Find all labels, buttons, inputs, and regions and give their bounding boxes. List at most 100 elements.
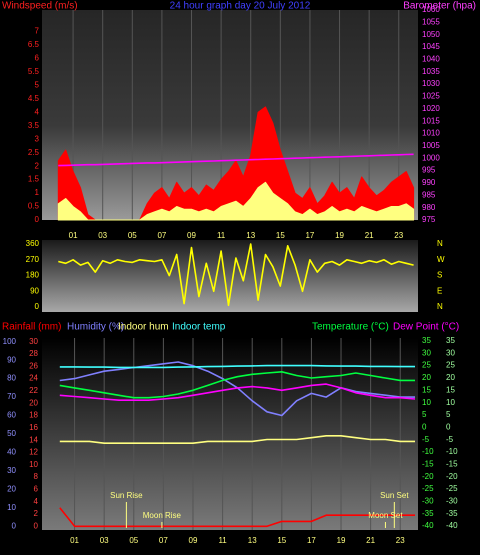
y2-tick-label: -35 — [422, 509, 434, 518]
y2-tick-label: 1040 — [422, 55, 440, 64]
y2-tick-label: -40 — [422, 521, 434, 530]
y-tick-label: 40 — [7, 448, 16, 457]
x-tick-label: 19 — [337, 536, 346, 545]
y4-tick-label: -5 — [446, 435, 454, 444]
y3-tick-label: 24 — [29, 374, 38, 383]
y2-tick-label: E — [437, 286, 442, 295]
y2-tick-label: N — [437, 302, 443, 311]
x-tick-label: 21 — [366, 536, 375, 545]
y4-tick-label: -30 — [446, 496, 458, 505]
y-axis-title: Windspeed (m/s) — [2, 1, 78, 12]
y2-tick-label: 1025 — [422, 92, 440, 101]
annotation: Moon Set — [368, 511, 403, 520]
y2-tick-label: 990 — [422, 178, 436, 187]
x-tick-label: 13 — [248, 536, 257, 545]
y4-tick-label: 5 — [446, 410, 451, 419]
y4-tick-label: -15 — [446, 459, 458, 468]
legend-entry: Temperature (°C) — [312, 322, 389, 333]
y-tick-label: 2 — [35, 161, 40, 170]
x-tick-label: 19 — [335, 231, 344, 240]
y-tick-label: 3.5 — [28, 121, 40, 130]
y3-tick-label: 8 — [34, 472, 39, 481]
y2-tick-label: 1000 — [422, 153, 440, 162]
y-tick-label: 100 — [3, 337, 17, 346]
y3-tick-label: 28 — [29, 349, 38, 358]
legend-entry: Rainfall (mm) — [2, 322, 61, 333]
y2-tick-label: 1005 — [422, 141, 440, 150]
y2-tick-label: 25 — [422, 361, 431, 370]
y2-tick-label: S — [437, 271, 442, 280]
y2-tick-label: 1045 — [422, 42, 440, 51]
y2-tick-label: 975 — [422, 215, 436, 224]
y4-tick-label: 15 — [446, 385, 455, 394]
line — [59, 364, 415, 369]
y3-tick-label: 18 — [29, 411, 38, 420]
y-tick-label: 50 — [7, 429, 16, 438]
y4-tick-label: -10 — [446, 447, 458, 456]
y2-tick-label: -20 — [422, 472, 434, 481]
y2-tick-label: 1015 — [422, 116, 440, 125]
y3-tick-label: 20 — [29, 398, 38, 407]
y2-tick-label: 30 — [422, 348, 431, 357]
annotation: Moon Rise — [143, 511, 182, 520]
y4-tick-label: 25 — [446, 361, 455, 370]
y-tick-label: 90 — [30, 286, 39, 295]
y2-tick-label: 20 — [422, 373, 431, 382]
y-tick-label: 30 — [7, 466, 16, 475]
y2-tick-label: -30 — [422, 496, 434, 505]
y-tick-label: 90 — [7, 355, 16, 364]
chart-title: 24 hour graph day 20 July 2012 — [170, 1, 311, 12]
y-tick-label: 3 — [35, 134, 40, 143]
y2-tick-label: -5 — [422, 435, 430, 444]
x-tick-label: 01 — [69, 231, 78, 240]
y-tick-label: 1.5 — [28, 175, 40, 184]
y-tick-label: 70 — [7, 392, 16, 401]
line — [59, 383, 416, 401]
y-tick-label: 0.5 — [28, 202, 40, 211]
y2-tick-label: 985 — [422, 190, 436, 199]
y4-tick-label: 30 — [446, 348, 455, 357]
y-tick-label: 6.5 — [28, 40, 40, 49]
x-tick-label: 17 — [307, 536, 316, 545]
y-tick-label: 360 — [26, 239, 40, 248]
panel-direction — [42, 240, 418, 312]
y4-tick-label: 35 — [446, 336, 455, 345]
y-tick-label: 5.5 — [28, 67, 40, 76]
y2-tick-label: 1020 — [422, 104, 440, 113]
y2-tick-label: 35 — [422, 336, 431, 345]
y3-tick-label: 2 — [34, 509, 39, 518]
x-tick-label: 05 — [128, 231, 137, 240]
x-tick-label: 09 — [189, 536, 198, 545]
y4-tick-label: 0 — [446, 422, 451, 431]
y3-tick-label: 4 — [34, 497, 39, 506]
y-tick-label: 180 — [26, 271, 40, 280]
line — [58, 243, 414, 307]
y3-tick-label: 6 — [34, 484, 39, 493]
x-tick-label: 23 — [394, 231, 403, 240]
y-tick-label: 2.5 — [28, 148, 40, 157]
x-tick-label: 15 — [276, 231, 285, 240]
x-tick-label: 09 — [187, 231, 196, 240]
y3-tick-label: 16 — [29, 423, 38, 432]
y4-tick-label: -25 — [446, 484, 458, 493]
y-tick-label: 7 — [35, 27, 40, 36]
x-tick-label: 15 — [277, 536, 286, 545]
y-tick-label: 5 — [35, 80, 40, 89]
y2-tick-label: N — [437, 239, 443, 248]
x-tick-label: 03 — [98, 231, 107, 240]
legend-entry: Indoor temp — [172, 322, 226, 333]
y3-tick-label: 14 — [29, 435, 38, 444]
x-tick-label: 11 — [217, 231, 226, 240]
x-tick-label: 21 — [365, 231, 374, 240]
y2-tick-label: -15 — [422, 459, 434, 468]
annotation: Sun Rise — [110, 491, 143, 500]
x-tick-label: 07 — [157, 231, 166, 240]
y3-tick-label: 26 — [29, 361, 38, 370]
y2-axis-title: Barometer (hpa) — [403, 1, 476, 12]
y2-tick-label: 10 — [422, 398, 431, 407]
y3-tick-label: 12 — [29, 448, 38, 457]
x-tick-label: 13 — [246, 231, 255, 240]
y-tick-label: 4.5 — [28, 94, 40, 103]
